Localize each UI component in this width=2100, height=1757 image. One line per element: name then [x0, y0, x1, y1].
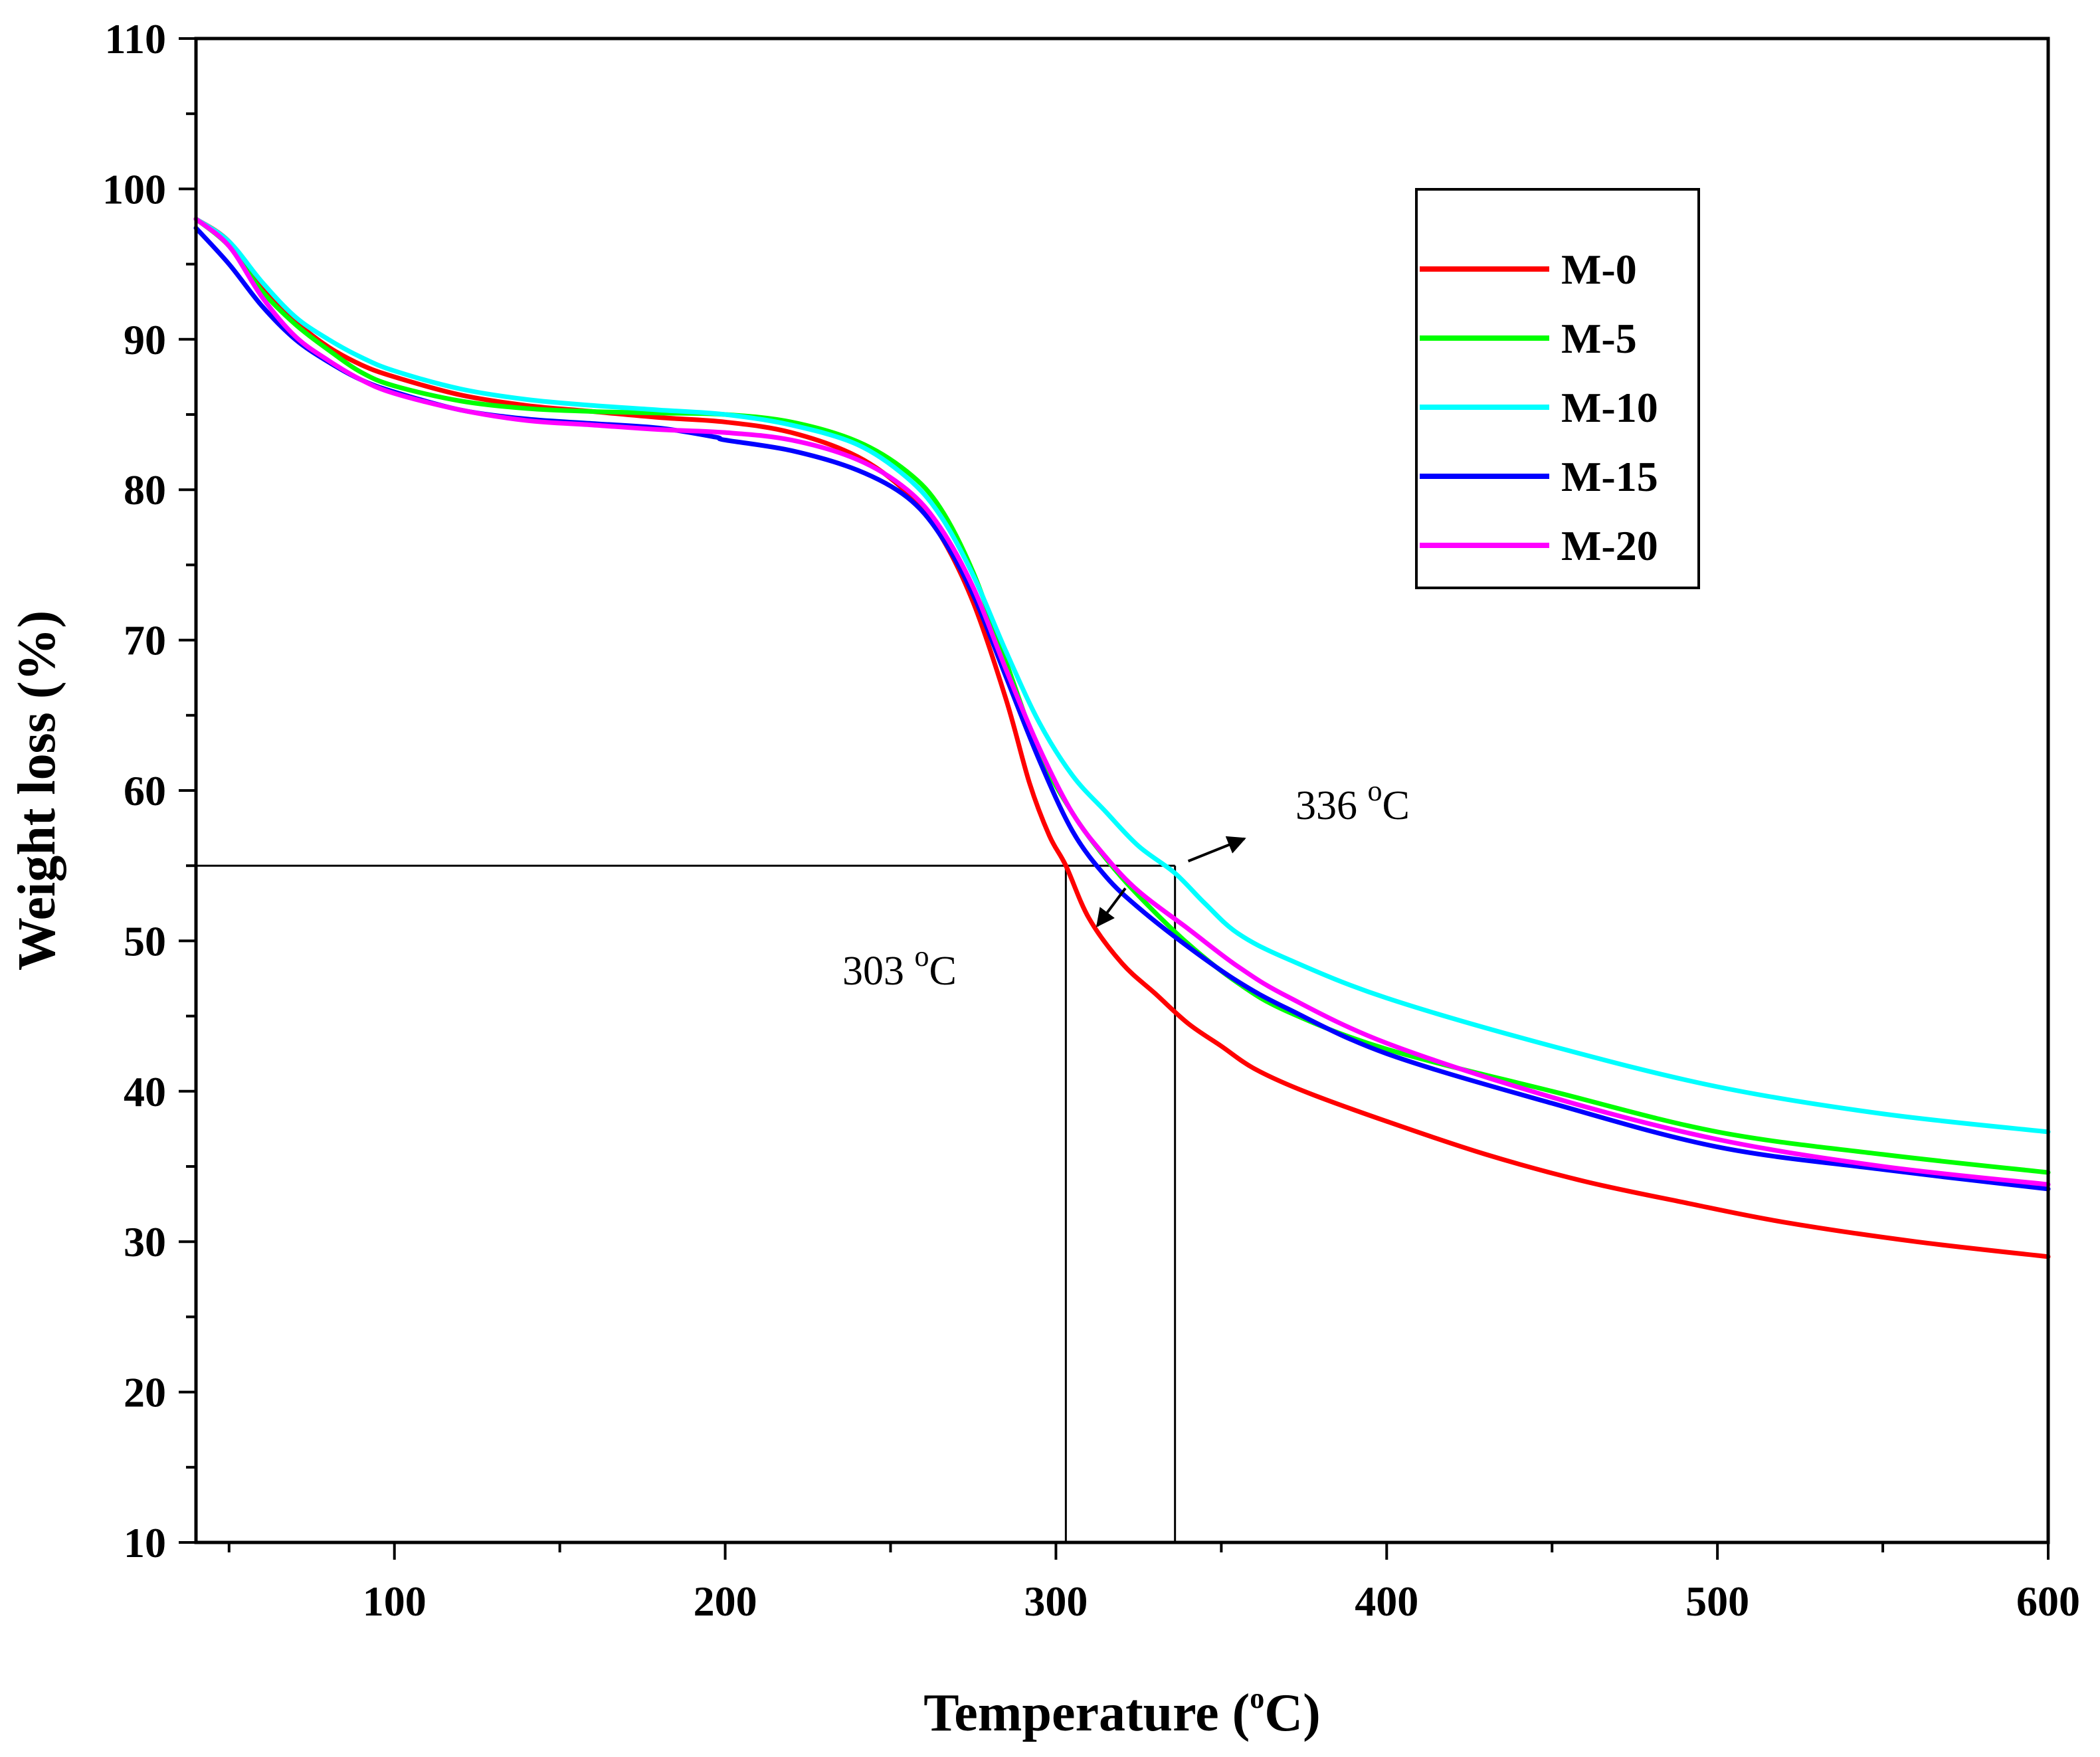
- x-axis-title: Temperature (oC): [923, 1682, 1320, 1742]
- y-tick-label-100: 100: [102, 165, 166, 213]
- legend-label-m-15: M-15: [1561, 453, 1658, 500]
- x-tick-label-100: 100: [363, 1578, 427, 1625]
- x-tick-label-600: 600: [2016, 1578, 2080, 1625]
- annot-336-label: 336 oC: [1295, 775, 1410, 828]
- annotations: 303 oC 336 oC: [842, 775, 1410, 994]
- y-tick-label-90: 90: [124, 316, 166, 363]
- legend-label-m-5: M-5: [1561, 315, 1637, 362]
- y-axis-title: Weight loss (%): [8, 610, 66, 971]
- series-line-m-10: [193, 217, 2051, 1135]
- legend-label-m-0: M-0: [1561, 246, 1637, 293]
- legend-label-m-10: M-10: [1561, 384, 1658, 431]
- series-line-m-20: [193, 217, 2051, 1187]
- annot-336-arrow: [1187, 836, 1246, 863]
- y-tick-label-80: 80: [124, 466, 166, 513]
- x-tick-label-200: 200: [694, 1578, 757, 1625]
- x-tick-label-300: 300: [1024, 1578, 1088, 1625]
- annot-303-arrow: [1096, 887, 1127, 928]
- y-tick-label-40: 40: [124, 1068, 166, 1115]
- legend-label-m-20: M-20: [1561, 522, 1658, 569]
- x-tick-label-400: 400: [1355, 1578, 1418, 1625]
- series-layer: [193, 217, 2051, 1259]
- legend-box: [1415, 188, 1700, 589]
- y-tick-label-110: 110: [105, 15, 166, 62]
- y-tick-label-10: 10: [124, 1519, 166, 1566]
- y-tick-label-30: 30: [124, 1218, 166, 1265]
- annot-303-label: 303 oC: [842, 940, 957, 994]
- x-tick-label-500: 500: [1685, 1578, 1749, 1625]
- tick-labels: 100 200 300 400 500 600 10 20 30 40 50 60 70 80 90 100 1…: [102, 15, 2080, 1625]
- axis-ticks: [179, 37, 2050, 1560]
- reference-lines: [196, 864, 1177, 1542]
- legend: M-0 M-5 M-10 M-15 M-20: [1415, 188, 1700, 589]
- series-line-m-0: [193, 217, 2051, 1259]
- y-tick-label-50: 50: [124, 917, 166, 965]
- y-tick-label-20: 20: [124, 1369, 166, 1416]
- y-tick-label-70: 70: [124, 617, 166, 664]
- y-tick-label-60: 60: [124, 767, 166, 814]
